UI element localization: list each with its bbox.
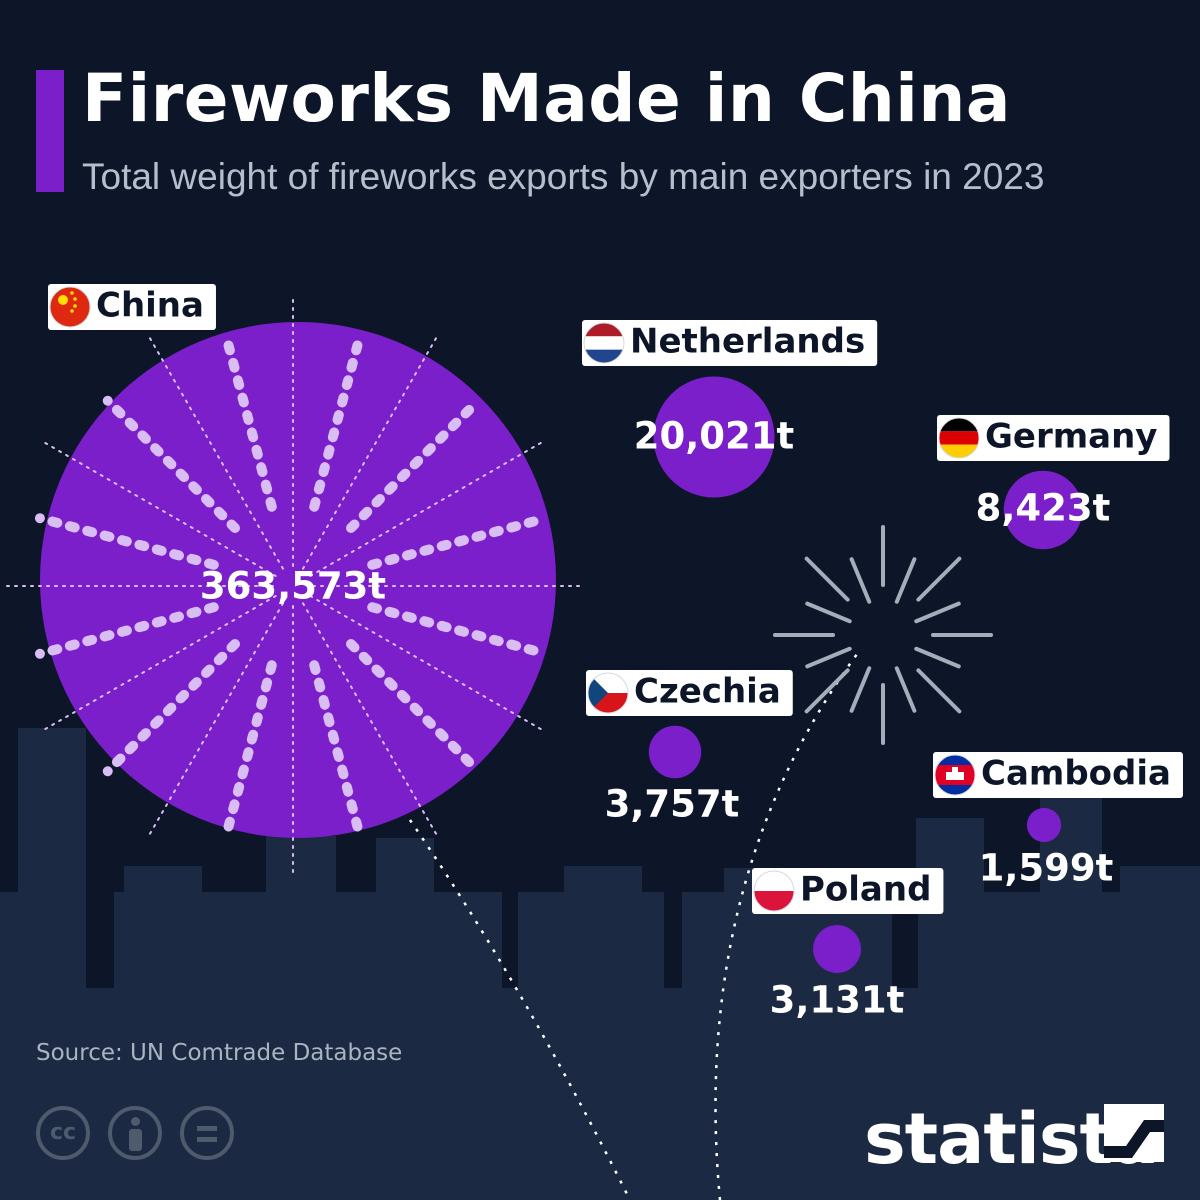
accent-bar: [36, 70, 64, 192]
value-label-netherlands: 20,021t: [634, 415, 794, 458]
country-label-netherlands: Netherlands: [582, 320, 878, 366]
firework-ray: [849, 666, 872, 713]
spark-line: [39, 439, 277, 577]
rocket-trails: [408, 649, 862, 1200]
country-label-poland: Poland: [752, 868, 944, 914]
bubble-poland: [813, 925, 861, 973]
country-label-china: China: [48, 284, 216, 330]
netherlands-flag-icon: [584, 323, 624, 363]
bubble-czechia: [648, 725, 702, 779]
country-label-cambodia: Cambodia: [933, 752, 1183, 798]
rocket-trail: [714, 649, 862, 1200]
chart-subtitle: Total weight of fireworks exports by mai…: [82, 156, 1045, 197]
spark-line: [309, 439, 547, 577]
bubble-germany: [1003, 470, 1083, 550]
firework-ray: [894, 557, 917, 604]
attribution-icon[interactable]: [108, 1106, 162, 1160]
poland-flag-icon: [754, 871, 794, 911]
bubble-cambodia: [1026, 807, 1062, 843]
spark-dots: [309, 327, 366, 512]
firework-ray: [804, 668, 850, 714]
cambodia-flag-icon: [935, 755, 975, 795]
value-labels: 363,573t 20,021t 8,423t 3,757t 1,599t 3,131t: [200, 415, 1113, 1022]
spark-line: [146, 602, 284, 840]
spark-dots: [34, 602, 219, 659]
germany-flag-icon: [939, 418, 979, 458]
firework-ray: [849, 557, 872, 604]
rocket-trail: [408, 819, 632, 1200]
firework-ray: [804, 556, 850, 602]
grey-firework-burst: [773, 525, 993, 745]
statista-logo-icon: [1104, 1104, 1164, 1162]
firework-ray: [916, 556, 962, 602]
spark-dots: [220, 660, 277, 845]
country-label-germany: Germany: [937, 415, 1170, 461]
china-sparks: [0, 293, 586, 879]
firework-ray: [894, 666, 917, 713]
spark-dots: [220, 327, 277, 512]
firework-ray: [914, 646, 961, 669]
firework-ray: [805, 646, 852, 669]
chart-title: Fireworks Made in China: [82, 60, 1011, 137]
czechia-flag-icon: [588, 673, 628, 713]
value-label-china: 363,573t: [200, 565, 386, 608]
bubble-netherlands: [653, 376, 775, 498]
country-name-czechia: Czechia: [634, 672, 781, 712]
firework-ray: [805, 601, 852, 624]
spark-line: [302, 602, 440, 840]
firework-ray: [916, 668, 962, 714]
spark-dots: [367, 602, 552, 659]
value-label-cambodia: 1,599t: [979, 847, 1114, 890]
no-derivatives-icon[interactable]: [180, 1106, 234, 1160]
spark-dots: [34, 513, 219, 570]
source-note: Source: UN Comtrade Database: [36, 1040, 403, 1066]
china-flag-icon: [50, 287, 90, 327]
country-label-czechia: Czechia: [586, 670, 793, 716]
country-name-cambodia: Cambodia: [981, 754, 1171, 794]
value-label-poland: 3,131t: [770, 979, 905, 1022]
spark-line: [309, 595, 547, 733]
value-label-germany: 8,423t: [976, 487, 1111, 530]
spark-line: [302, 332, 440, 570]
spark-line: [146, 332, 284, 570]
country-labels: China Netherlands Germany Czechia Cambodia Po…: [48, 284, 1183, 914]
spark-dots: [367, 513, 552, 570]
spark-dots: [102, 395, 241, 534]
creative-commons-icon[interactable]: cc: [36, 1106, 90, 1160]
country-name-china: China: [96, 286, 204, 326]
country-name-germany: Germany: [985, 417, 1157, 457]
spark-line: [39, 595, 277, 733]
value-label-czechia: 3,757t: [605, 783, 740, 826]
firework-ray: [914, 601, 961, 624]
spark-dots: [102, 638, 241, 777]
country-name-poland: Poland: [800, 870, 931, 910]
spark-dots: [345, 395, 484, 534]
spark-dots: [309, 660, 366, 845]
country-name-netherlands: Netherlands: [630, 322, 865, 362]
spark-dots: [345, 638, 484, 777]
